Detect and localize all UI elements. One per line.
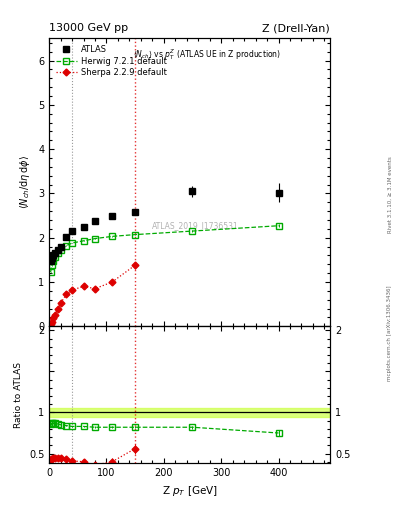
Text: Z (Drell-Yan): Z (Drell-Yan) (263, 23, 330, 33)
Text: $\langle N_{ch}\rangle$ vs $p_T^Z$ (ATLAS UE in Z production): $\langle N_{ch}\rangle$ vs $p_T^Z$ (ATLA… (134, 47, 281, 62)
Bar (49, 408, 330, 417)
Y-axis label: Ratio to ATLAS: Ratio to ATLAS (14, 362, 23, 428)
Legend: ATLAS, Herwig 7.2.1 default, Sherpa 2.2.9 default: ATLAS, Herwig 7.2.1 default, Sherpa 2.2.… (53, 42, 169, 79)
Text: 13000 GeV pp: 13000 GeV pp (49, 23, 128, 33)
X-axis label: Z $p_T$ [GeV]: Z $p_T$ [GeV] (162, 484, 218, 498)
Text: mcplots.cern.ch [arXiv:1306.3436]: mcplots.cern.ch [arXiv:1306.3436] (387, 285, 392, 380)
Text: Rivet 3.1.10, ≥ 3.1M events: Rivet 3.1.10, ≥ 3.1M events (387, 156, 392, 233)
Text: ATLAS_2019_I1736531: ATLAS_2019_I1736531 (152, 221, 239, 230)
Y-axis label: $\langle N_{ch}/\mathrm{d}\eta\, \mathrm{d}\phi\rangle$: $\langle N_{ch}/\mathrm{d}\eta\, \mathrm… (18, 155, 33, 209)
